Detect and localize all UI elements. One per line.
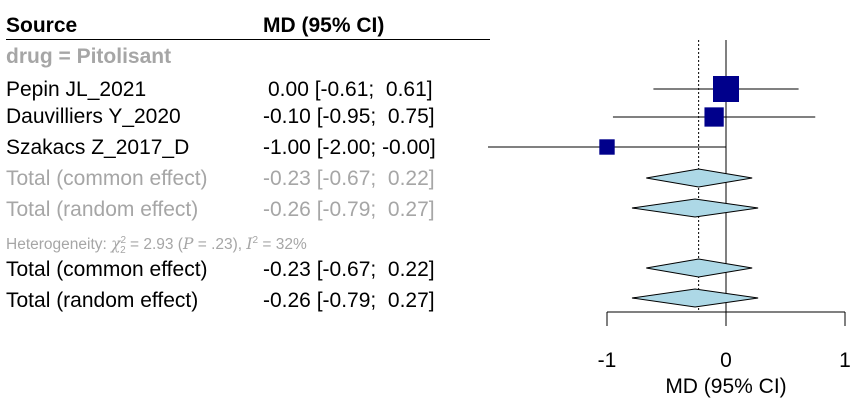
overall-label: Total (common effect): [6, 258, 208, 281]
study-label: Pepin JL_2021: [6, 78, 147, 101]
source-column-header: Source: [6, 14, 78, 37]
summary-label: Total (common effect): [6, 167, 208, 190]
x-axis-label: MD (95% CI): [665, 375, 786, 398]
study-square: [704, 107, 724, 127]
study-ci-text: -0.10 [-0.95; 0.75]: [263, 105, 435, 128]
heterogeneity-text: Heterogeneity: χ22 = 2.93 (P = .23), I2 …: [6, 235, 307, 257]
study-ci-text: -1.00 [-2.00; -0.00]: [263, 136, 436, 159]
study-label: Dauvilliers Y_2020: [6, 105, 181, 128]
study-square: [599, 139, 615, 155]
study-ci-text: 0.00 [-0.61; 0.61]: [268, 78, 433, 101]
study-label: Szakacs Z_2017_D: [6, 136, 190, 159]
overall-label: Total (random effect): [6, 289, 199, 312]
summary-diamond: [631, 288, 759, 308]
summary-ci-text: -0.26 [-0.79; 0.27]: [263, 198, 435, 221]
header-divider: [6, 39, 490, 40]
overall-ci-text: -0.26 [-0.79; 0.27]: [263, 289, 435, 312]
summary-label: Total (random effect): [6, 198, 199, 221]
x-tick-label: 1: [839, 349, 851, 372]
summary-diamond: [646, 258, 753, 278]
summary-diamond: [646, 168, 753, 188]
x-tick-label: 0: [720, 349, 732, 372]
x-tick-label: -1: [598, 349, 617, 372]
overall-ci-text: -0.23 [-0.67; 0.22]: [263, 258, 435, 281]
study-square: [713, 76, 739, 102]
subgroup-label: drug = Pitolisant: [6, 45, 172, 68]
summary-ci-text: -0.23 [-0.67; 0.22]: [263, 167, 435, 190]
md-ci-column-header: MD (95% CI): [263, 14, 385, 37]
summary-diamond: [631, 198, 759, 218]
